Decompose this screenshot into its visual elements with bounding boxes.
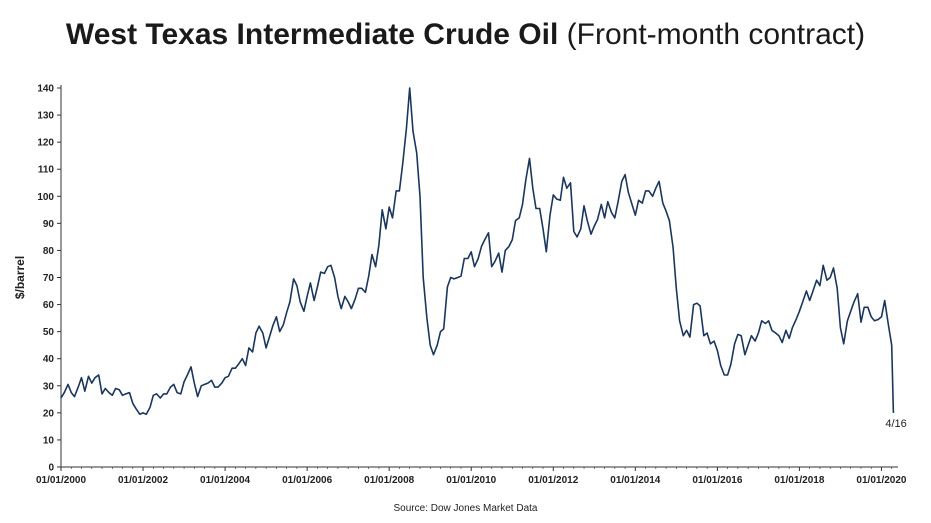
x-tick-label: 01/01/2010	[446, 475, 496, 486]
x-tick-label: 01/01/2016	[692, 475, 742, 486]
source-note: Source: Dow Jones Market Data	[393, 503, 538, 514]
x-tick-label: 01/01/2002	[118, 475, 168, 486]
chart-title-main: West Texas Intermediate Crude Oil	[65, 18, 559, 51]
x-tick-label: 01/01/2018	[774, 475, 824, 486]
y-tick-label: 140	[37, 84, 54, 95]
x-tick-label: 01/01/2020	[856, 475, 906, 486]
x-tick-label: 01/01/2004	[200, 475, 250, 486]
y-tick-label: 70	[43, 273, 55, 284]
y-tick-label: 60	[43, 300, 55, 311]
y-tick-label: 90	[43, 219, 55, 230]
y-tick-label: 20	[43, 408, 55, 419]
y-tick-label: 130	[37, 111, 54, 122]
y-tick-label: 30	[43, 381, 55, 392]
x-tick-label: 01/01/2014	[610, 475, 660, 486]
y-axis-label: $/barrel	[13, 256, 27, 299]
y-tick-label: 50	[43, 327, 55, 338]
x-tick-label: 01/01/2006	[282, 475, 332, 486]
chart-title-sub: (Front-month contract)	[566, 18, 866, 51]
y-tick-label: 110	[38, 165, 55, 176]
x-tick-label: 01/01/2012	[528, 475, 578, 486]
y-tick-label: 100	[37, 192, 54, 203]
chart-title: West Texas Intermediate Crude Oil (Front…	[0, 18, 931, 52]
wti-price-line	[60, 87, 895, 415]
x-tick-label: 01/01/2008	[364, 475, 414, 486]
end-date-annotation: 4/16	[885, 418, 906, 430]
y-tick-label: 80	[43, 246, 55, 257]
y-tick-label: 0	[48, 463, 54, 474]
x-tick-label: 01/01/2000	[36, 475, 86, 486]
y-tick-label: 10	[43, 435, 55, 446]
y-tick-label: 40	[43, 354, 55, 365]
y-tick-label: 120	[37, 138, 54, 149]
